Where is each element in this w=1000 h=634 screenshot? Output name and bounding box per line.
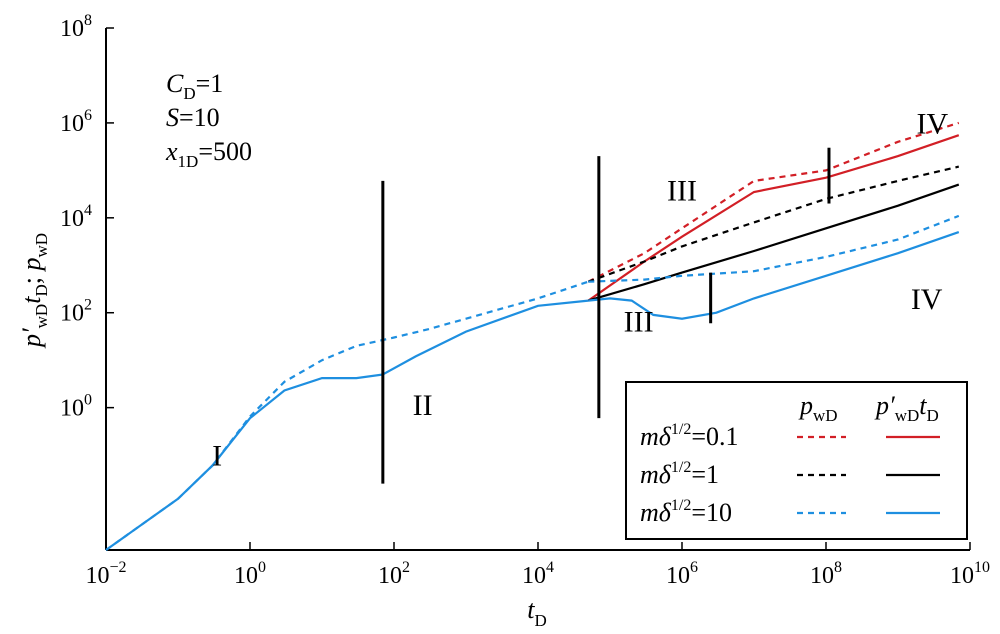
parameter-line: CD=1 [166, 69, 223, 103]
legend-label: mδ1/2=1 [640, 459, 719, 489]
x-tick-label: 100 [234, 559, 266, 589]
parameter-line: S=10 [166, 103, 220, 132]
curve-derivative-red [587, 134, 960, 302]
x-tick-label: 106 [666, 559, 698, 589]
x-tick-label: 108 [810, 559, 842, 589]
region-label: IV [917, 107, 949, 140]
legend: pwD p′wDtD mδ1/2=0.1 mδ1/2=1 mδ1/2=10 [625, 381, 968, 540]
x-axis-title-sub: D [534, 611, 546, 630]
svg-text:p′wDtD; pwD: p′wDtD; pwD [17, 233, 51, 349]
legend-label: mδ1/2=10 [640, 497, 732, 527]
y-tick-label: 100 [60, 392, 92, 422]
vertical-markers [381, 147, 831, 484]
parameter-line: x1D=500 [165, 137, 252, 171]
curve-pwd-early [105, 280, 589, 551]
x-tick-label: 102 [378, 559, 410, 589]
x-tick-label: 1010 [950, 559, 990, 589]
curve-pwd-red [587, 121, 960, 283]
region-label: II [413, 389, 433, 422]
legend-header-pwd: pwD [798, 391, 838, 425]
region-label: IV [911, 283, 943, 316]
curve-derivative-early [105, 299, 589, 551]
x-tick-label: 10−2 [85, 559, 126, 589]
curves [105, 121, 960, 551]
y-tick-label: 102 [60, 297, 92, 327]
y-tick-label: 108 [60, 12, 92, 42]
x-axis-title: tD [527, 595, 547, 630]
legend-label: mδ1/2=0.1 [640, 421, 739, 451]
curve-derivative-black [587, 183, 960, 302]
x-tick-label: 104 [522, 559, 554, 589]
region-label: III [624, 306, 654, 339]
curve-pwd-black [587, 165, 960, 283]
curve-pwd-blue [588, 214, 960, 283]
curve-derivative-blue [588, 231, 960, 320]
legend-header-deriv: p′wDtD [874, 391, 939, 425]
ticks: 10−2 100 102 104 106 108 1010 100 102 104 106 108 [60, 12, 990, 589]
parameter-annotation: CD=1S=10 x1D=500 [165, 69, 252, 171]
region-label: III [667, 175, 697, 208]
x-axis-title-main: t [527, 595, 535, 624]
y-tick-label: 104 [60, 202, 92, 232]
region-label: I [212, 440, 222, 473]
y-axis-title: p′wDtD; pwD [17, 233, 51, 349]
legend-rows: mδ1/2=0.1 mδ1/2=1 mδ1/2=10 [640, 421, 940, 527]
y-tick-label: 106 [60, 107, 92, 137]
